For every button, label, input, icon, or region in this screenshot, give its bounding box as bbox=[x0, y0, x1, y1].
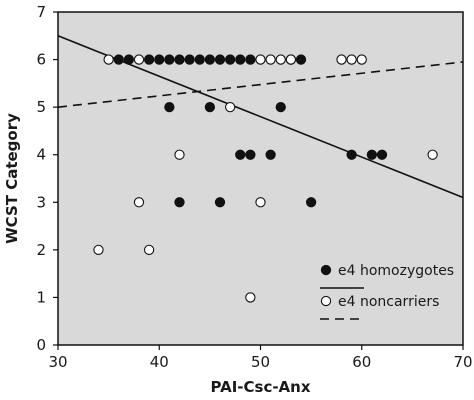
y-tick-label: 7 bbox=[36, 3, 46, 21]
x-tick-label: 60 bbox=[352, 353, 371, 371]
data-point-e4-noncarrier bbox=[427, 149, 438, 160]
data-point-e4-homozygote bbox=[235, 149, 246, 160]
data-point-e4-homozygote bbox=[214, 54, 226, 65]
data-point-e4-homozygote bbox=[245, 149, 256, 160]
data-point-e4-homozygote bbox=[204, 101, 216, 113]
data-point-e4-homozygote bbox=[143, 54, 155, 65]
data-point-e4-noncarrier bbox=[255, 54, 266, 65]
data-points bbox=[93, 54, 438, 303]
y-tick-label: 0 bbox=[36, 336, 46, 354]
data-point-e4-homozygote bbox=[154, 54, 165, 65]
data-point-e4-homozygote bbox=[224, 54, 236, 65]
data-point-e4-noncarrier bbox=[336, 54, 347, 65]
data-point-e4-homozygote bbox=[184, 54, 195, 65]
y-tick-label: 3 bbox=[36, 193, 46, 211]
data-point-e4-homozygote bbox=[164, 101, 175, 113]
data-point-e4-homozygote bbox=[275, 101, 286, 113]
data-point-e4-homozygote bbox=[174, 54, 185, 65]
data-point-e4-noncarrier bbox=[93, 244, 104, 256]
data-point-e4-homozygote bbox=[123, 54, 135, 65]
data-point-e4-homozygote bbox=[245, 54, 256, 65]
data-point-e4-noncarrier bbox=[224, 101, 236, 113]
data-point-e4-noncarrier bbox=[133, 197, 145, 208]
data-point-e4-homozygote bbox=[346, 149, 357, 160]
data-point-e4-homozygote bbox=[204, 54, 216, 65]
legend-label-e4-noncarriers: e4 noncarriers bbox=[338, 294, 439, 310]
data-point-e4-noncarrier bbox=[174, 149, 185, 160]
data-point-e4-homozygote bbox=[235, 54, 246, 65]
data-point-e4-noncarrier bbox=[103, 54, 114, 65]
plot-area bbox=[57, 11, 464, 346]
legend-marker-e4-homozygotes bbox=[320, 264, 332, 276]
data-point-e4-noncarrier bbox=[133, 54, 145, 65]
x-tick-label: 70 bbox=[453, 353, 472, 371]
data-point-e4-homozygote bbox=[366, 149, 378, 160]
legend-label-e4-homozygotes: e4 homozygotes bbox=[338, 263, 454, 279]
y-tick-label: 1 bbox=[36, 288, 46, 306]
data-point-e4-homozygote bbox=[305, 197, 317, 208]
data-point-e4-noncarrier bbox=[356, 54, 367, 65]
y-tick-label: 4 bbox=[36, 146, 46, 164]
data-point-e4-noncarrier bbox=[245, 292, 256, 303]
data-point-e4-noncarrier bbox=[285, 54, 297, 65]
x-tick-label: 50 bbox=[251, 353, 270, 371]
y-tick-label: 5 bbox=[36, 98, 46, 116]
axis-ticks: 30 40 50 60 70 0 1 2 3 4 5 6 7 bbox=[36, 3, 472, 371]
x-tick-label: 30 bbox=[48, 353, 67, 371]
data-point-e4-noncarrier bbox=[143, 244, 155, 256]
x-axis-label: PAI-Csc-Anx bbox=[210, 378, 310, 396]
data-point-e4-homozygote bbox=[164, 54, 175, 65]
data-point-e4-homozygote bbox=[265, 149, 276, 160]
trend-line-e4-noncarriers bbox=[57, 61, 464, 108]
data-point-e4-homozygote bbox=[376, 149, 388, 160]
legend: e4 homozygotes e4 noncarriers bbox=[320, 263, 454, 320]
data-point-e4-homozygote bbox=[194, 54, 205, 65]
y-tick-label: 6 bbox=[36, 51, 46, 69]
y-tick-label: 2 bbox=[36, 241, 46, 259]
x-tick-label: 40 bbox=[150, 353, 169, 371]
data-point-e4-noncarrier bbox=[255, 197, 266, 208]
data-point-e4-noncarrier bbox=[346, 54, 357, 65]
data-point-e4-homozygote bbox=[295, 54, 307, 65]
data-point-e4-homozygote bbox=[174, 197, 185, 208]
data-point-e4-homozygote bbox=[113, 54, 124, 65]
data-point-e4-noncarrier bbox=[265, 54, 276, 65]
legend-marker-e4-noncarriers bbox=[320, 295, 332, 307]
data-point-e4-noncarrier bbox=[275, 54, 286, 65]
data-point-e4-homozygote bbox=[214, 197, 226, 208]
y-axis-label: WCST Category bbox=[3, 113, 21, 244]
